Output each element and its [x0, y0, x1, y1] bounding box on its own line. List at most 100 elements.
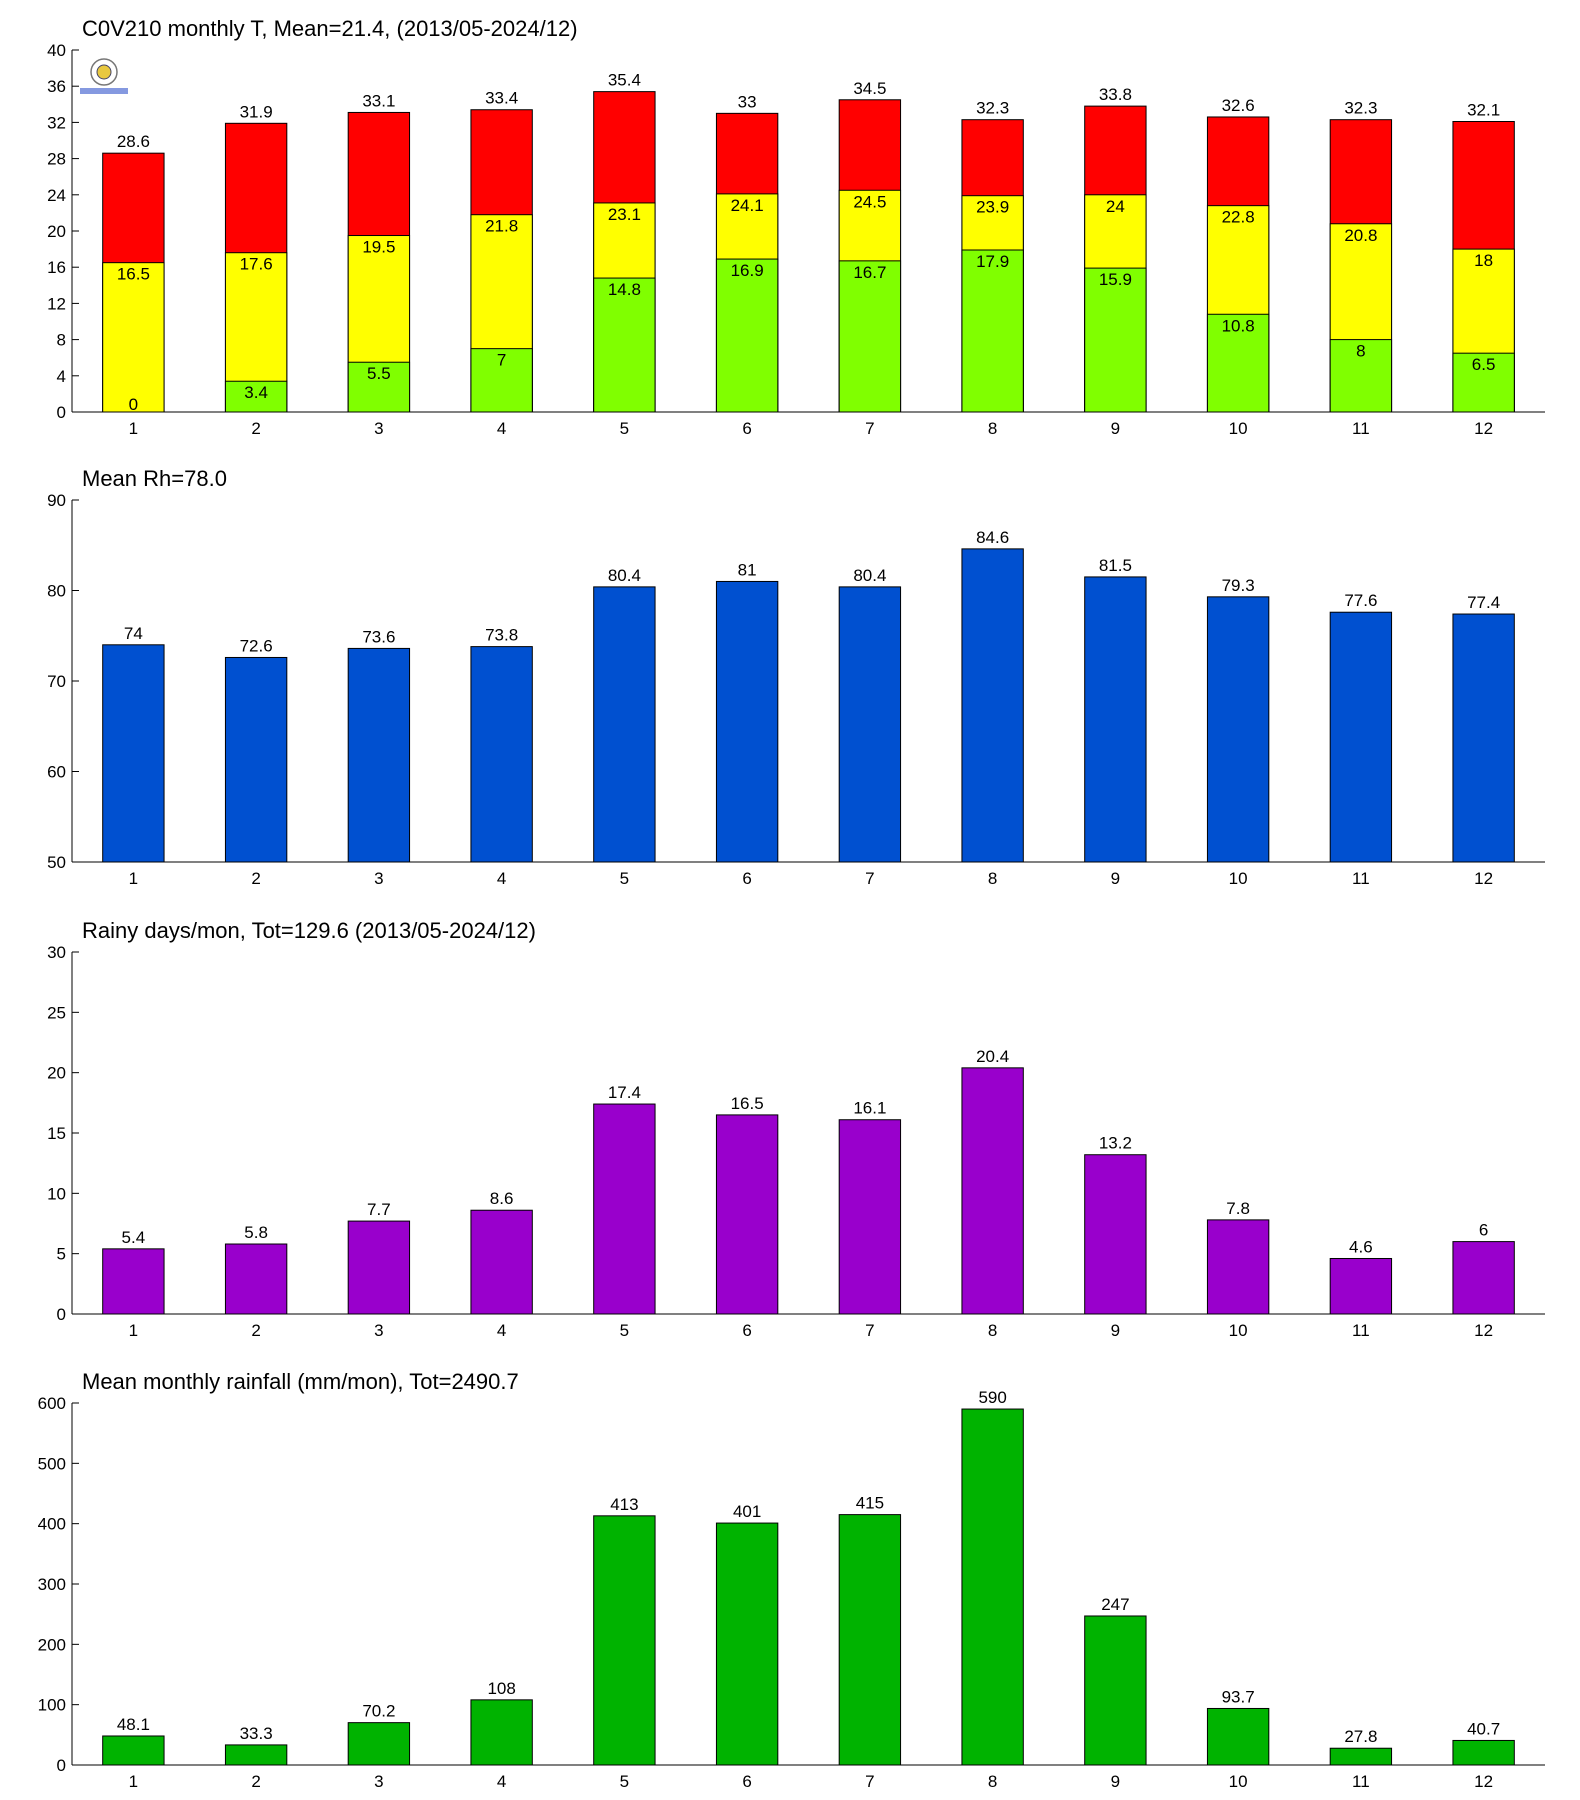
value-label: 247 — [1101, 1595, 1129, 1614]
x-tick-label: 12 — [1474, 419, 1493, 438]
y-tick-label: 10 — [47, 1184, 66, 1203]
y-tick-label: 20 — [47, 222, 66, 241]
bar — [1206, 596, 1270, 863]
value-label: 33.3 — [240, 1724, 273, 1743]
x-tick-label: 8 — [988, 1321, 997, 1340]
bar — [838, 1514, 902, 1766]
y-tick-label: 24 — [47, 186, 66, 205]
bar — [1329, 1257, 1393, 1315]
value-label: 415 — [856, 1494, 884, 1513]
chart-title: Rainy days/mon, Tot=129.6 (2013/05-2024/… — [82, 918, 536, 943]
value-label: 16.5 — [117, 265, 150, 284]
x-tick-label: 4 — [497, 869, 506, 888]
x-tick-label: 6 — [742, 419, 751, 438]
x-tick-label: 3 — [374, 869, 383, 888]
x-tick-label: 10 — [1229, 1321, 1248, 1340]
x-tick-label: 1 — [129, 1772, 138, 1791]
bar — [593, 277, 656, 413]
value-label: 74 — [124, 624, 143, 643]
value-label: 79.3 — [1222, 576, 1255, 595]
bar — [593, 586, 656, 863]
value-label: 13.2 — [1099, 1134, 1132, 1153]
y-tick-label: 500 — [38, 1454, 66, 1473]
y-tick-label: 0 — [57, 403, 66, 422]
x-tick-label: 1 — [129, 1321, 138, 1340]
value-label: 7.7 — [367, 1200, 391, 1219]
x-tick-label: 1 — [129, 869, 138, 888]
value-label: 33.8 — [1099, 85, 1132, 104]
value-label: 77.4 — [1467, 593, 1500, 612]
bar — [470, 1699, 533, 1766]
value-label: 413 — [610, 1495, 638, 1514]
value-label: 16.7 — [853, 263, 886, 282]
y-tick-label: 400 — [38, 1515, 66, 1534]
value-label: 5.5 — [367, 364, 391, 383]
y-tick-label: 8 — [57, 331, 66, 350]
x-tick-label: 5 — [620, 1321, 629, 1340]
bar — [593, 1515, 656, 1766]
x-tick-label: 6 — [742, 1772, 751, 1791]
bar — [224, 656, 288, 863]
value-label: 15.9 — [1099, 270, 1132, 289]
x-tick-label: 4 — [497, 1772, 506, 1791]
x-tick-label: 12 — [1474, 1321, 1493, 1340]
bar — [1084, 267, 1147, 413]
bar — [102, 1248, 165, 1315]
bar — [715, 580, 779, 863]
bar — [1452, 1739, 1515, 1766]
value-label: 6 — [1479, 1221, 1488, 1240]
x-tick-label: 8 — [988, 1772, 997, 1791]
bar — [1452, 352, 1515, 413]
value-label: 17.4 — [608, 1083, 641, 1102]
value-label: 23.1 — [608, 205, 641, 224]
value-label: 73.6 — [362, 627, 395, 646]
x-tick-label: 3 — [374, 419, 383, 438]
value-label: 35.4 — [608, 71, 641, 90]
value-label: 33 — [738, 92, 757, 111]
y-tick-label: 28 — [47, 150, 66, 169]
value-label: 21.8 — [485, 217, 518, 236]
x-tick-label: 1 — [129, 419, 138, 438]
value-label: 7.8 — [1226, 1199, 1250, 1218]
value-label: 22.8 — [1222, 208, 1255, 227]
bar — [838, 586, 902, 863]
bar — [1329, 1747, 1393, 1766]
chart-title: Mean monthly rainfall (mm/mon), Tot=2490… — [82, 1369, 519, 1394]
y-tick-label: 32 — [47, 113, 66, 132]
value-label: 72.6 — [240, 636, 273, 655]
value-label: 19.5 — [362, 238, 395, 257]
value-label: 24.5 — [853, 192, 886, 211]
x-tick-label: 3 — [374, 1321, 383, 1340]
bar — [224, 380, 288, 413]
x-tick-label: 12 — [1474, 869, 1493, 888]
value-label: 7 — [497, 351, 506, 370]
x-tick-label: 11 — [1352, 1772, 1370, 1791]
value-label: 31.9 — [240, 102, 273, 121]
value-label: 0 — [129, 395, 138, 414]
x-tick-label: 9 — [1111, 869, 1120, 888]
chart-title: C0V210 monthly T, Mean=21.4, (2013/05-20… — [82, 16, 578, 41]
value-label: 33.4 — [485, 89, 518, 108]
bar — [961, 249, 1024, 413]
x-tick-label: 2 — [251, 419, 260, 438]
bar — [224, 1744, 288, 1766]
value-label: 6.5 — [1472, 355, 1496, 374]
x-tick-label: 6 — [742, 869, 751, 888]
value-label: 17.9 — [976, 252, 1009, 271]
value-label: 84.6 — [976, 528, 1009, 547]
y-tick-label: 0 — [57, 1305, 66, 1324]
y-tick-label: 16 — [47, 258, 66, 277]
bar — [838, 260, 902, 413]
x-tick-label: 9 — [1111, 1772, 1120, 1791]
bar — [1206, 1219, 1270, 1315]
x-tick-label: 5 — [620, 869, 629, 888]
bar — [1084, 576, 1147, 863]
x-tick-label: 8 — [988, 419, 997, 438]
value-label: 73.8 — [485, 626, 518, 645]
x-tick-label: 5 — [620, 419, 629, 438]
x-tick-label: 10 — [1229, 1772, 1248, 1791]
value-label: 48.1 — [117, 1715, 150, 1734]
y-tick-label: 600 — [38, 1394, 66, 1413]
y-tick-label: 20 — [47, 1064, 66, 1083]
bar — [1206, 1707, 1270, 1766]
